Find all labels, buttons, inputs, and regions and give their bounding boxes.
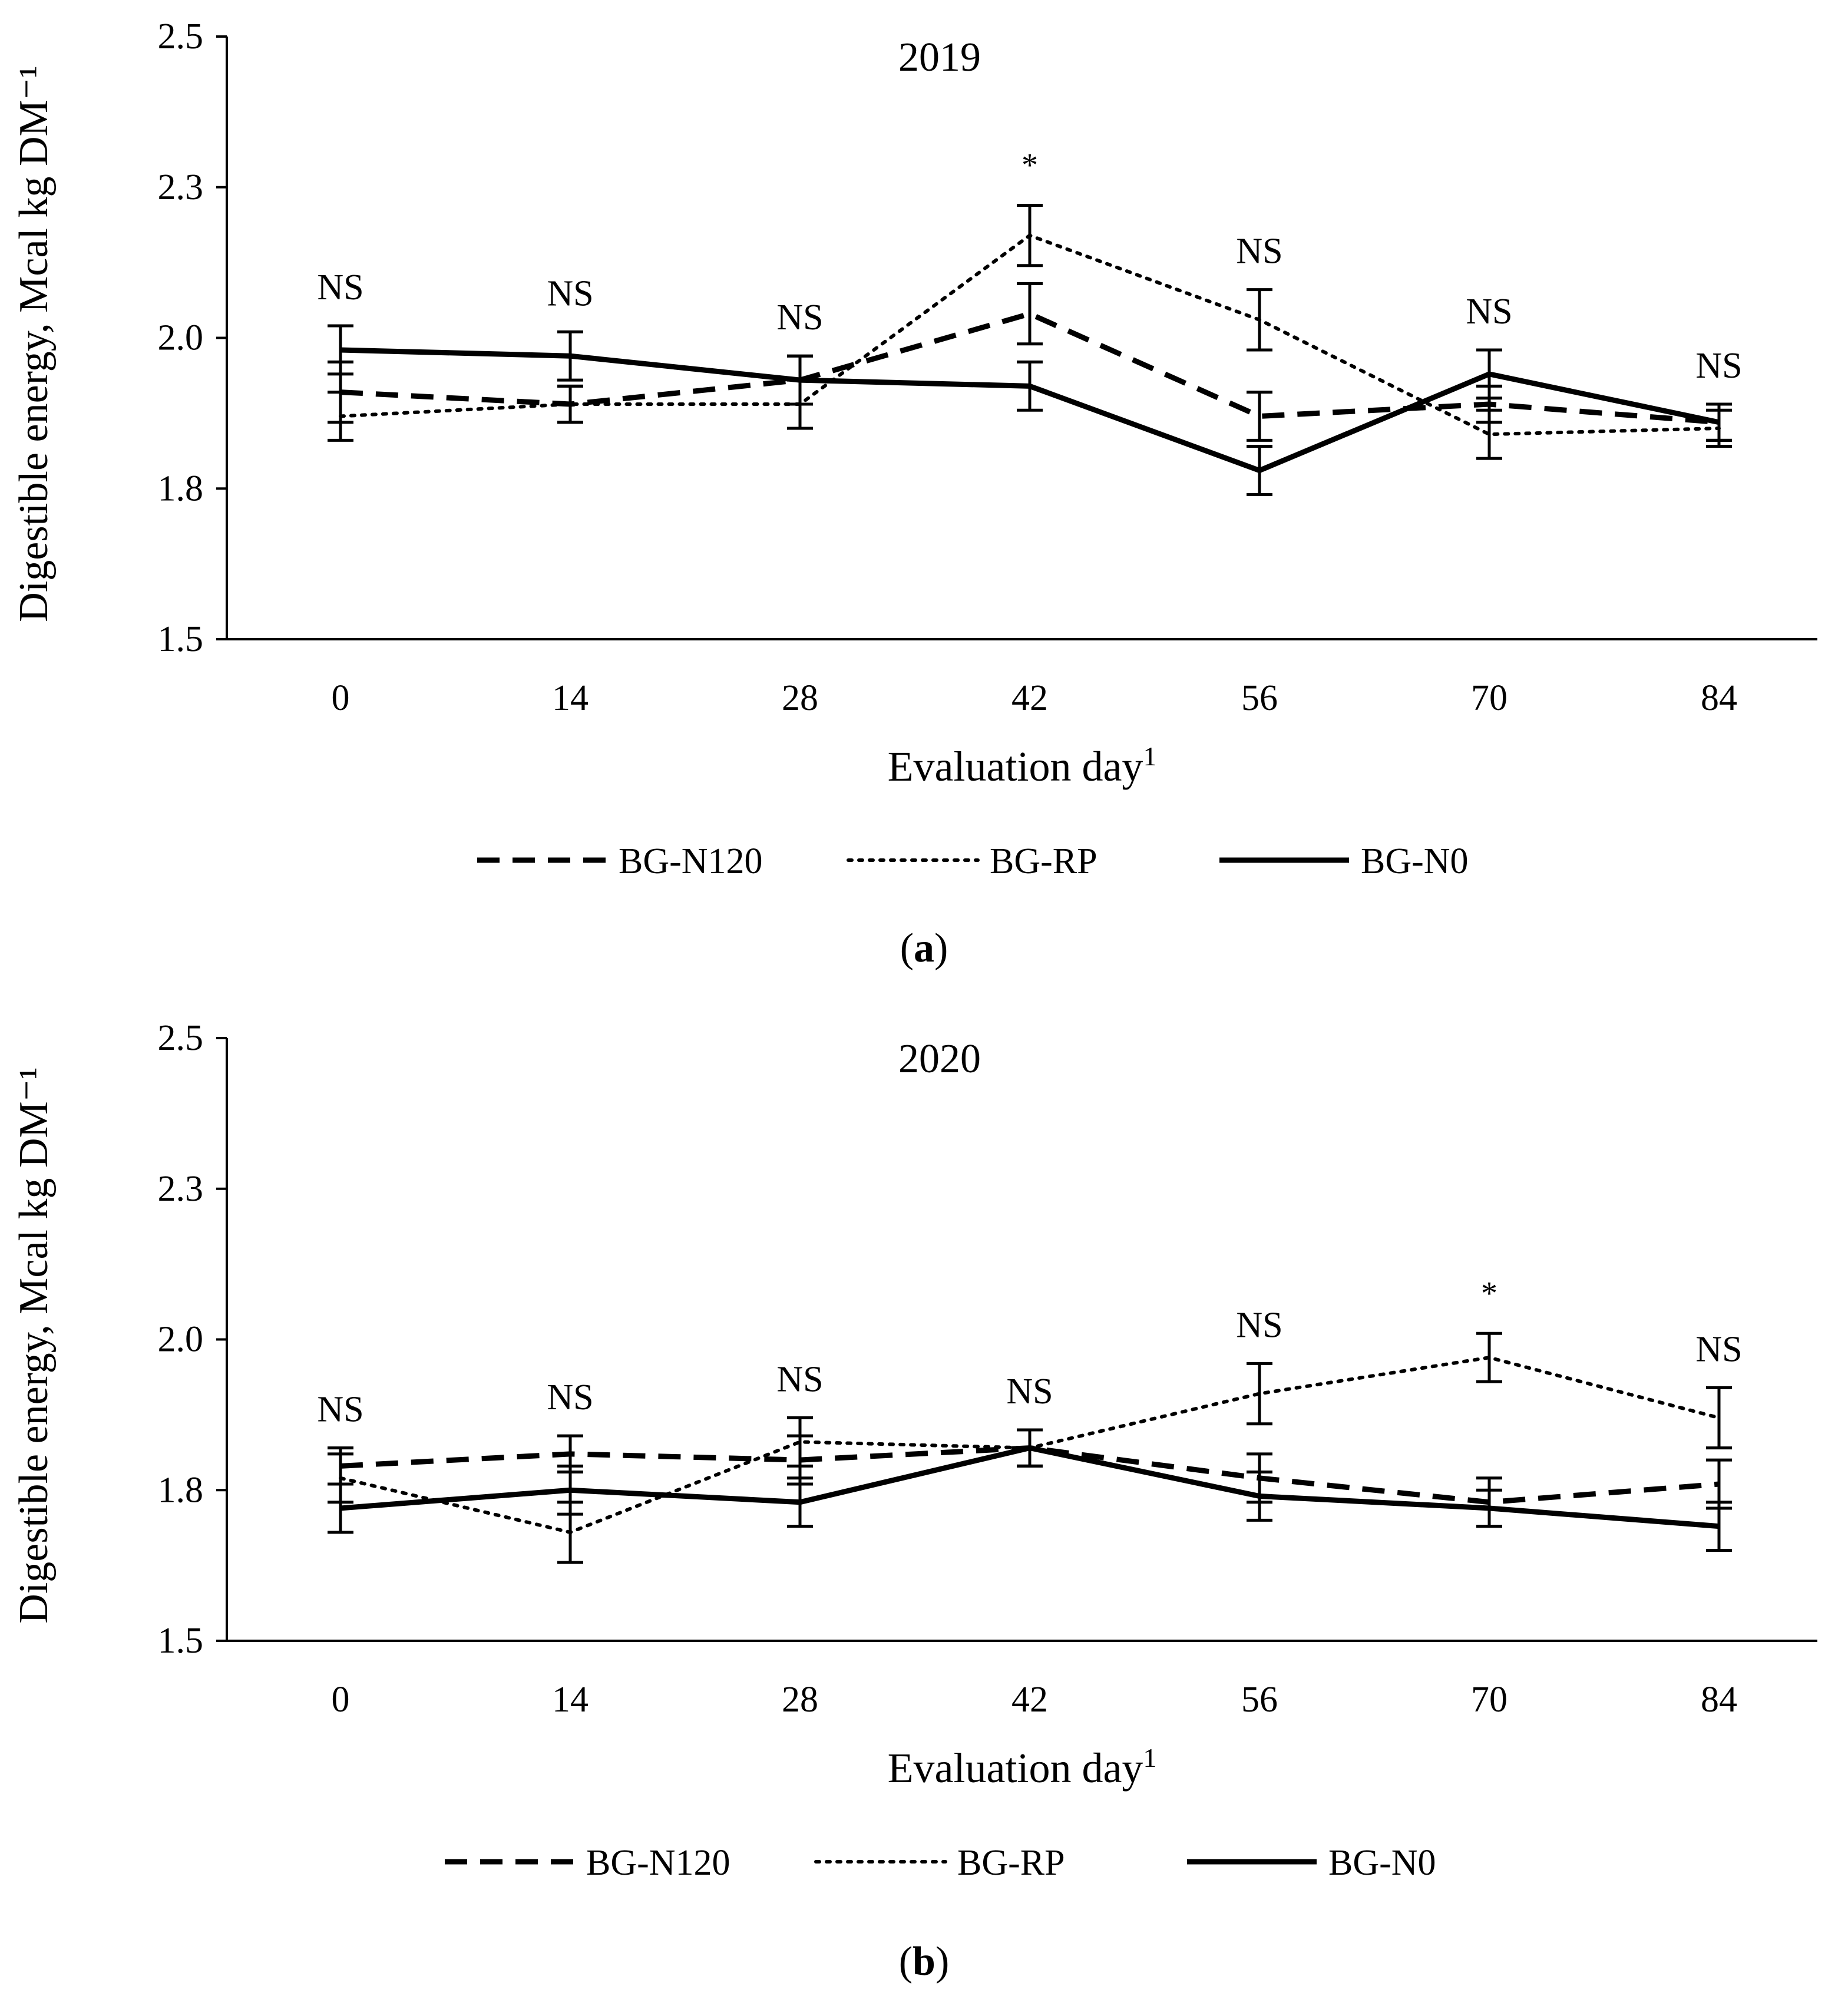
x-tick-label: 56 [1241,1680,1278,1720]
significance-label: NS [1695,1329,1742,1369]
x-tick-label: 42 [1011,1680,1048,1720]
significance-label: NS [317,267,363,308]
significance-label: * [1021,147,1038,183]
x-tick-label: 0 [332,678,350,718]
x-tick-label: 28 [782,678,818,718]
y-tick-label: 1.8 [158,1470,204,1510]
legend-label: BG-N120 [586,1843,730,1883]
significance-label: NS [776,1359,823,1399]
y-tick-label: 1.5 [158,1621,204,1661]
y-tick-label: 2.0 [158,1320,204,1360]
caption-b: (b) [898,1939,950,1984]
error-bar [1706,1501,1732,1552]
significance-label: NS [1695,346,1742,386]
legend-label: BG-N0 [1328,1843,1436,1883]
x-tick-label: 70 [1471,678,1508,718]
significance-label: NS [1006,1372,1053,1412]
chart-2019: 1.5 1.8 2.0 2.3 2.5 0 14 28 42 56 70 84 2019 Evaluati… [11,16,1817,881]
x-tick-label: 56 [1241,678,1278,718]
legend-label: BG-RP [990,841,1097,881]
y-tick-label: 2.5 [158,1018,204,1058]
legend-entry: BG-RP [814,1843,1065,1883]
error-bar [1247,1362,1272,1426]
legend-label: BG-N120 [619,841,763,881]
legend-label: BG-RP [957,1843,1065,1883]
x-tick-label: 0 [332,1680,350,1720]
x-tick-label: 28 [782,1680,818,1720]
legend-entry: BG-N120 [477,841,763,881]
y-tick-label: 2.5 [158,16,204,57]
error-bar [1706,1386,1732,1450]
error-bar [1247,391,1272,442]
error-bar [1017,1428,1043,1468]
error-bar [787,354,813,406]
x-axis-label: Evaluation day1 [888,741,1157,790]
x-axis-label: Evaluation day1 [888,1743,1157,1792]
x-tick-label: 14 [552,1680,589,1720]
caption-a: (a) [900,926,948,971]
significance-label: NS [547,273,593,313]
chart-panel-a: 1.5 1.8 2.0 2.3 2.5 0 14 28 42 56 70 84 2019 Evaluati… [0,0,1848,971]
legend-label: BG-N0 [1361,841,1469,881]
x-tick-label: 14 [552,678,589,718]
legend-entry: BG-RP [847,841,1097,881]
x-tick-label: 84 [1701,678,1737,718]
significance-label: NS [317,1390,363,1430]
legend-entry: BG-N0 [1187,1843,1436,1883]
significance-label: * [1481,1275,1497,1311]
error-bar [1247,1471,1272,1522]
chart-title: 2019 [898,35,981,80]
y-tick-label: 2.0 [158,318,204,358]
significance-label: NS [1236,232,1282,272]
error-bar [328,1482,353,1534]
error-bar [557,330,583,382]
chart-title: 2020 [898,1036,981,1082]
significance-label: NS [776,298,823,338]
error-bar [1017,282,1043,346]
y-axis-label: Digestible energy, Mcal kg DM⁻¹ [11,1067,57,1623]
error-bar [328,324,353,376]
y-axis-label: Digestible energy, Mcal kg DM⁻¹ [11,65,57,622]
error-bar [557,384,583,424]
y-tick-label: 1.8 [158,468,204,508]
error-bar [787,1476,813,1528]
significance-label: NS [1236,1305,1282,1345]
error-bar [1476,1331,1502,1383]
significance-label: NS [547,1377,593,1418]
error-bar [1476,348,1502,400]
chart-panel-b: 1.5 1.8 2.0 2.3 2.5 0 14 28 42 56 70 84 2020 Evaluati… [0,1002,1848,1984]
error-bar [1247,445,1272,496]
chart-group: 1.5 1.8 2.0 2.3 2.5 0 14 28 42 56 70 84 2020 Evaluati… [11,1018,1817,1883]
chart-group: 1.5 1.8 2.0 2.3 2.5 0 14 28 42 56 70 84 2019 Evaluati… [11,16,1817,881]
error-bar [1476,1488,1502,1528]
error-bar [1017,203,1043,267]
y-tick-label: 2.3 [158,167,204,207]
error-bar [1706,402,1732,442]
y-tick-label: 1.5 [158,619,204,659]
error-bar [328,391,353,442]
x-tick-label: 70 [1471,1680,1508,1720]
significance-label: NS [1466,292,1512,332]
error-bar [1247,288,1272,352]
x-tick-label: 42 [1011,678,1048,718]
legend-entry: BG-N0 [1219,841,1469,881]
error-bar [1476,408,1502,460]
legend-entry: BG-N120 [445,1843,730,1883]
y-tick-label: 2.3 [158,1169,204,1209]
error-bar [787,1416,813,1468]
chart-2020: 1.5 1.8 2.0 2.3 2.5 0 14 28 42 56 70 84 2020 Evaluati… [11,1018,1817,1883]
error-bar [557,1464,583,1516]
x-tick-label: 84 [1701,1680,1737,1720]
error-bar [1017,360,1043,412]
